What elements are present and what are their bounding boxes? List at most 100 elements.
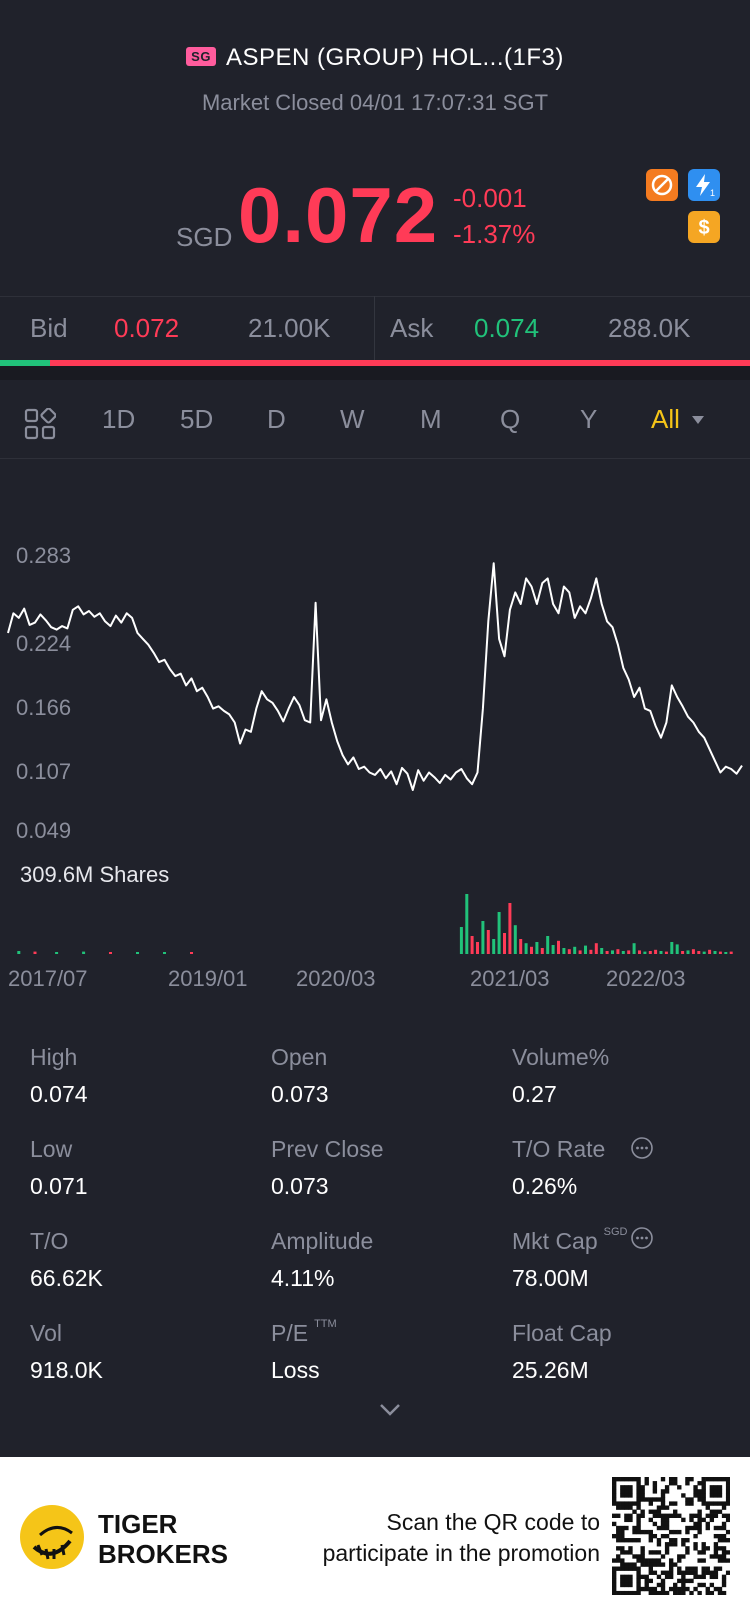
qr-module (640, 1509, 645, 1514)
tab-1d[interactable]: 1D (102, 404, 136, 434)
qr-module (616, 1590, 621, 1595)
qr-module (640, 1497, 645, 1502)
volume-bar (524, 943, 528, 954)
volume-bar (697, 951, 701, 954)
qr-module (636, 1529, 641, 1535)
qr-module (713, 1554, 719, 1559)
qr-module (632, 1566, 637, 1571)
dollar-icon[interactable]: $ (688, 211, 720, 243)
qr-module (636, 1586, 641, 1592)
qr-module (709, 1513, 715, 1518)
volume-bar (675, 944, 679, 954)
price-line-chart[interactable] (0, 540, 750, 840)
qr-module (620, 1590, 625, 1595)
qr-module (717, 1509, 723, 1514)
volume-bar (589, 949, 593, 954)
tab-y[interactable]: Y (580, 404, 598, 434)
qr-module (693, 1533, 698, 1539)
qr-module (721, 1578, 727, 1584)
chart-style-grid-icon[interactable] (24, 407, 57, 445)
chevron-down-icon (380, 1404, 400, 1416)
ask-price: 0.074 (474, 313, 540, 343)
qr-module (652, 1485, 658, 1490)
qr-module (717, 1566, 723, 1571)
level1-lightning-icon[interactable]: 1 (688, 169, 720, 201)
volume-bar (557, 940, 560, 954)
qr-module (725, 1497, 730, 1502)
tab-5d[interactable]: 5D (180, 404, 214, 434)
qr-module (721, 1538, 727, 1543)
info-icon[interactable] (630, 1226, 654, 1255)
qr-module (620, 1505, 625, 1510)
qr-module (673, 1509, 678, 1514)
tab-m[interactable]: M (420, 404, 442, 434)
volume-bar (17, 951, 21, 954)
qr-module (628, 1493, 633, 1498)
qr-module (652, 1513, 658, 1518)
qr-module (673, 1481, 678, 1486)
stat-label: High (30, 1044, 78, 1070)
info-icon[interactable] (630, 1136, 654, 1165)
qr-module (616, 1513, 621, 1518)
qr-module (660, 1525, 666, 1531)
price-change: -0.001 -1.37% (453, 180, 535, 252)
qr-module (648, 1562, 653, 1567)
qr-module (701, 1558, 706, 1563)
brand-line-1: TIGER (98, 1509, 178, 1539)
qr-module (636, 1485, 641, 1490)
qr-module (640, 1489, 645, 1494)
qr-module (701, 1574, 706, 1580)
qr-module (660, 1533, 666, 1539)
qr-module (648, 1566, 653, 1571)
qr-module (640, 1529, 645, 1535)
qr-module (693, 1513, 698, 1518)
volume-bar (470, 936, 474, 954)
qr-module (616, 1566, 621, 1571)
qr-module (656, 1574, 662, 1580)
qr-code[interactable] (612, 1477, 730, 1595)
qr-module (616, 1546, 621, 1551)
qr-module (612, 1533, 617, 1539)
promo-footer: TIGER BROKERS Scan the QR code to partic… (0, 1457, 750, 1617)
tab-d[interactable]: D (267, 404, 286, 434)
qr-module (632, 1509, 637, 1514)
qr-module (713, 1509, 719, 1514)
ask-label: Ask (390, 313, 434, 343)
qr-module (644, 1481, 649, 1486)
market-status: Market Closed 04/01 17:07:31 SGT (201, 90, 549, 115)
qr-module (660, 1562, 666, 1567)
qr-module (668, 1513, 674, 1518)
volume-bar (578, 950, 582, 954)
qr-module (640, 1493, 645, 1498)
qr-module (685, 1501, 690, 1506)
tab-all[interactable]: All (651, 404, 705, 435)
qr-module (709, 1477, 715, 1482)
qr-module (656, 1590, 662, 1595)
qr-module (612, 1521, 617, 1527)
qr-module (612, 1578, 617, 1584)
promo-line-2: participate in the promotion (322, 1540, 600, 1566)
expand-stats-button[interactable] (0, 1396, 750, 1426)
tab-w[interactable]: W (340, 404, 365, 434)
qr-module (717, 1485, 723, 1490)
qr-module (721, 1590, 727, 1595)
qr-module (648, 1578, 653, 1584)
volume-bar (540, 948, 544, 954)
no-short-icon[interactable] (646, 169, 678, 201)
stat-value: 78.00M (512, 1265, 589, 1291)
tab-q[interactable]: Q (500, 404, 521, 434)
qr-module (620, 1578, 625, 1584)
qr-module (713, 1586, 719, 1592)
qr-module (664, 1542, 670, 1547)
volume-bar (163, 952, 166, 954)
qr-module (656, 1538, 662, 1543)
qr-module (640, 1550, 645, 1555)
qr-module (656, 1509, 662, 1514)
qr-module (677, 1529, 682, 1535)
qr-module (701, 1517, 706, 1523)
volume-bar-chart (17, 894, 733, 954)
qr-module (620, 1550, 625, 1555)
qr-module (632, 1538, 637, 1543)
qr-module (701, 1542, 706, 1547)
qr-module (624, 1525, 629, 1531)
